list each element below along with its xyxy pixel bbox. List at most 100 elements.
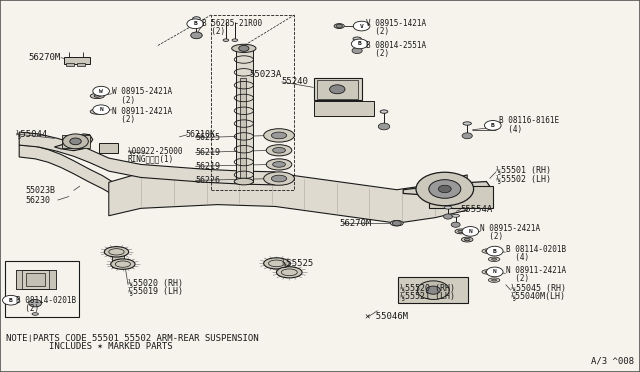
Bar: [99, 143, 118, 153]
Circle shape: [70, 138, 81, 145]
Ellipse shape: [111, 259, 135, 269]
Text: 56270M: 56270M: [29, 53, 61, 62]
Bar: [314, 101, 374, 116]
Ellipse shape: [458, 230, 463, 232]
Ellipse shape: [232, 39, 238, 42]
Text: N: N: [468, 229, 472, 234]
Circle shape: [93, 105, 109, 115]
Circle shape: [451, 222, 460, 227]
Ellipse shape: [334, 24, 344, 29]
Polygon shape: [109, 171, 467, 223]
Polygon shape: [19, 132, 275, 185]
Bar: [211, 15, 294, 190]
Text: B 08014-2551A: B 08014-2551A: [366, 41, 426, 50]
Bar: [112, 249, 124, 267]
Text: (2): (2): [112, 115, 135, 124]
Text: 56230: 56230: [26, 196, 51, 205]
Text: V: V: [360, 23, 364, 29]
Ellipse shape: [266, 145, 292, 156]
Circle shape: [426, 286, 440, 294]
Bar: [64, 57, 90, 64]
Text: (2): (2): [366, 27, 389, 36]
Text: N: N: [99, 107, 103, 112]
Ellipse shape: [234, 178, 253, 185]
Text: (2): (2): [112, 96, 135, 105]
Text: W 08915-2421A: W 08915-2421A: [112, 87, 172, 96]
Text: V 08915-1421A: V 08915-1421A: [366, 19, 426, 28]
Ellipse shape: [193, 17, 200, 20]
Text: N 08911-2421A: N 08911-2421A: [112, 107, 172, 116]
Circle shape: [462, 227, 479, 236]
Text: ⅕55501 (RH): ⅕55501 (RH): [496, 166, 551, 174]
Circle shape: [187, 19, 204, 29]
Ellipse shape: [94, 110, 100, 113]
Circle shape: [416, 172, 474, 206]
Text: ⅕55045 (RH): ⅕55045 (RH): [511, 283, 566, 292]
Bar: [77, 63, 85, 66]
Text: 55240: 55240: [282, 77, 308, 86]
Text: B: B: [193, 21, 197, 26]
Text: ⅕55525: ⅕55525: [282, 258, 314, 267]
Bar: [66, 63, 74, 66]
Ellipse shape: [488, 278, 500, 282]
Text: 56226: 56226: [195, 176, 220, 185]
Bar: [26, 273, 45, 286]
Text: NOTE❘PARTS CODE 55501 55502 ARM-REAR SUSPENSION: NOTE❘PARTS CODE 55501 55502 ARM-REAR SUS…: [6, 334, 259, 343]
Circle shape: [29, 299, 42, 307]
Circle shape: [486, 267, 503, 277]
Bar: [62, 135, 90, 148]
Ellipse shape: [32, 312, 38, 315]
Circle shape: [378, 123, 390, 130]
Text: (2): (2): [16, 304, 39, 313]
Text: B: B: [9, 298, 13, 303]
Text: 56210K: 56210K: [186, 130, 216, 139]
Ellipse shape: [485, 271, 490, 273]
Ellipse shape: [461, 237, 473, 242]
Ellipse shape: [273, 161, 285, 167]
Ellipse shape: [273, 148, 285, 153]
Ellipse shape: [463, 122, 472, 125]
Circle shape: [330, 85, 345, 94]
Ellipse shape: [455, 229, 467, 234]
Text: (4): (4): [499, 125, 522, 134]
Text: ⅕55502 (LH): ⅕55502 (LH): [496, 174, 551, 183]
Polygon shape: [403, 182, 490, 196]
Bar: [5, 261, 79, 317]
Text: 56219: 56219: [195, 148, 220, 157]
Circle shape: [353, 21, 370, 31]
Bar: [49, 270, 56, 289]
Bar: [429, 186, 493, 208]
Text: B: B: [491, 123, 495, 128]
Text: B: B: [358, 41, 362, 46]
Text: 56270M: 56270M: [339, 219, 371, 228]
Text: 55554A: 55554A: [461, 205, 493, 214]
Ellipse shape: [264, 129, 294, 142]
Polygon shape: [19, 145, 112, 194]
Polygon shape: [236, 46, 253, 182]
Text: W: W: [99, 89, 103, 94]
Ellipse shape: [223, 39, 229, 42]
Circle shape: [63, 134, 88, 149]
Text: ⅕55520 (RH): ⅕55520 (RH): [400, 283, 455, 292]
Text: N 08911-2421A: N 08911-2421A: [506, 266, 566, 275]
Text: B 08116-8161E: B 08116-8161E: [499, 116, 559, 125]
Ellipse shape: [444, 206, 452, 209]
Ellipse shape: [482, 249, 493, 253]
Ellipse shape: [266, 159, 292, 170]
Text: (2): (2): [480, 232, 503, 241]
Ellipse shape: [482, 270, 493, 274]
Text: ✕ 55046M: ✕ 55046M: [365, 312, 408, 321]
Ellipse shape: [485, 250, 490, 252]
Ellipse shape: [264, 258, 289, 269]
Text: ⅕55521 (LH): ⅕55521 (LH): [400, 291, 455, 300]
Text: 56219: 56219: [195, 162, 220, 171]
Text: RINGリンク(1): RINGリンク(1): [128, 154, 174, 163]
Ellipse shape: [264, 172, 294, 185]
Text: (2): (2): [506, 274, 529, 283]
Text: B 08114-0201B: B 08114-0201B: [16, 296, 76, 305]
Ellipse shape: [380, 110, 388, 113]
Ellipse shape: [271, 175, 287, 182]
Circle shape: [484, 121, 501, 130]
Ellipse shape: [492, 279, 497, 281]
Text: B 08114-0201B: B 08114-0201B: [506, 245, 566, 254]
